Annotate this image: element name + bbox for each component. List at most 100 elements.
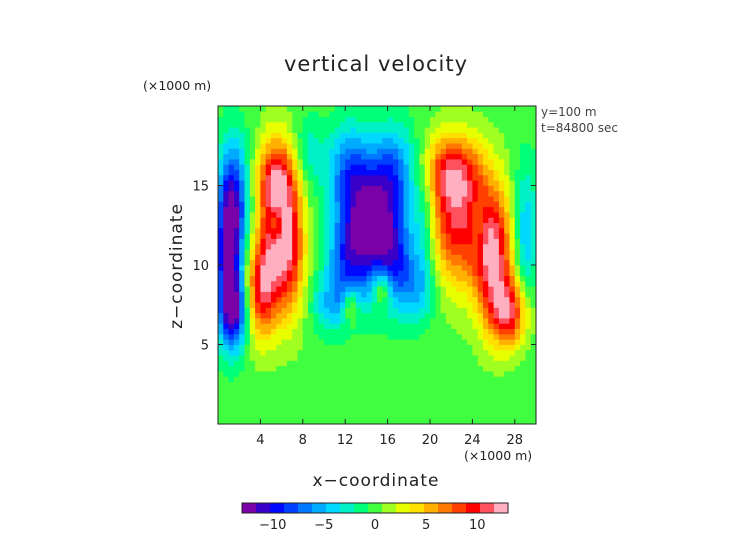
heatmap-cell [414, 222, 420, 229]
heatmap-cell [472, 408, 479, 414]
heatmap-cell [265, 296, 272, 303]
colorbar-swatch [494, 503, 509, 513]
heatmap-cell [525, 212, 532, 218]
heatmap-cell [387, 286, 394, 292]
heatmap-cell [239, 286, 245, 292]
colorbar-swatch [256, 503, 271, 513]
heatmap-cell [424, 121, 431, 128]
heatmap-cell [424, 227, 431, 234]
heatmap-cell [472, 339, 479, 345]
heatmap-cell [392, 121, 399, 128]
heatmap-cell [228, 408, 235, 414]
heatmap-cell [467, 371, 473, 377]
heatmap-cell [493, 386, 500, 393]
heatmap-cell [276, 381, 282, 388]
heatmap-cell [451, 259, 457, 266]
heatmap-cell [483, 376, 489, 382]
heatmap-cell [414, 280, 420, 287]
heatmap-cell [366, 169, 373, 176]
heatmap-cell [493, 408, 500, 414]
heatmap-cell [514, 212, 521, 218]
heatmap-cell [520, 291, 526, 298]
heatmap-cell [249, 169, 256, 176]
heatmap-cell [308, 259, 314, 266]
heatmap-cell [414, 291, 420, 298]
heatmap-cell [350, 265, 357, 271]
colorbar-frame [241, 502, 509, 514]
heatmap-cell [414, 402, 420, 409]
x-tick-label: 16 [379, 433, 396, 448]
heatmap-cell [302, 185, 309, 192]
heatmap-cell [271, 121, 277, 128]
heatmap-cell [477, 238, 484, 245]
heatmap-cell [520, 180, 526, 186]
heatmap-cell [345, 402, 351, 409]
heatmap-cell [403, 280, 410, 287]
heatmap-cell [329, 312, 335, 319]
heatmap-cell [488, 227, 494, 234]
heatmap-cell [339, 296, 346, 303]
heatmap-cell [265, 365, 272, 372]
heatmap-cell [498, 185, 505, 192]
heatmap-cell [461, 408, 468, 414]
heatmap-cell [281, 227, 288, 234]
heatmap-cell [435, 190, 441, 197]
heatmap-cell [265, 280, 272, 287]
heatmap-cell [345, 365, 351, 372]
heatmap-cell [292, 185, 298, 192]
heatmap-cell [276, 386, 282, 393]
heatmap-cell [265, 159, 272, 165]
heatmap-cell [297, 111, 304, 117]
heatmap-cell [249, 212, 256, 218]
heatmap-cell [228, 360, 235, 367]
heatmap-cell [467, 349, 473, 356]
heatmap-cell [345, 349, 351, 356]
heatmap-cell [366, 153, 373, 160]
heatmap-cell [387, 148, 394, 155]
heatmap-cell [244, 227, 251, 234]
heatmap-cell [467, 106, 473, 112]
heatmap-cell [255, 201, 261, 208]
heatmap-cell [472, 217, 479, 223]
heatmap-cell [530, 413, 537, 420]
heatmap-cell [334, 164, 341, 170]
heatmap-cell [366, 174, 373, 181]
heatmap-cell [355, 355, 362, 361]
heatmap-cell [456, 169, 463, 176]
heatmap-cell [244, 180, 251, 186]
heatmap-cell [440, 243, 447, 250]
heatmap-cell [313, 169, 320, 176]
heatmap-cell [392, 227, 399, 234]
heatmap-cell [530, 259, 537, 266]
heatmap-cell [408, 106, 415, 112]
heatmap-cell [430, 333, 436, 340]
heatmap-cell [313, 111, 320, 117]
heatmap-cell [318, 169, 325, 176]
heatmap-cell [281, 206, 288, 213]
heatmap-cell [451, 217, 457, 223]
heatmap-cell [255, 143, 261, 149]
heatmap-cell [451, 307, 457, 314]
heatmap-cell [313, 180, 320, 186]
heatmap-cell [430, 318, 436, 324]
heatmap-cell [223, 137, 229, 144]
heatmap-cell [228, 286, 235, 292]
heatmap-cell [361, 243, 367, 250]
heatmap-cell [271, 280, 277, 287]
heatmap-cell [424, 148, 431, 155]
heatmap-cell [424, 196, 431, 202]
heatmap-cell [498, 270, 505, 276]
heatmap-cell [467, 153, 473, 160]
heatmap-cell [504, 323, 510, 329]
heatmap-cell [414, 201, 420, 208]
heatmap-cell [387, 275, 394, 282]
heatmap-cell [483, 333, 489, 340]
heatmap-cell [451, 270, 457, 276]
heatmap-cell [472, 212, 479, 218]
heatmap-cell [361, 318, 367, 324]
heatmap-cell [403, 164, 410, 170]
heatmap-cell [355, 371, 362, 377]
heatmap-cell [456, 111, 463, 117]
heatmap-cell [456, 386, 463, 393]
heatmap-cell [276, 116, 282, 123]
